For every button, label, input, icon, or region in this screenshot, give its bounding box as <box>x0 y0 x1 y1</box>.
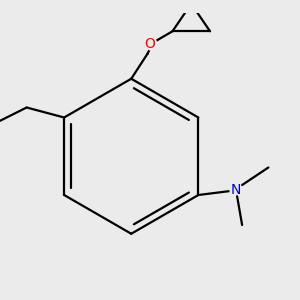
Text: N: N <box>231 183 241 197</box>
Text: O: O <box>145 37 155 51</box>
